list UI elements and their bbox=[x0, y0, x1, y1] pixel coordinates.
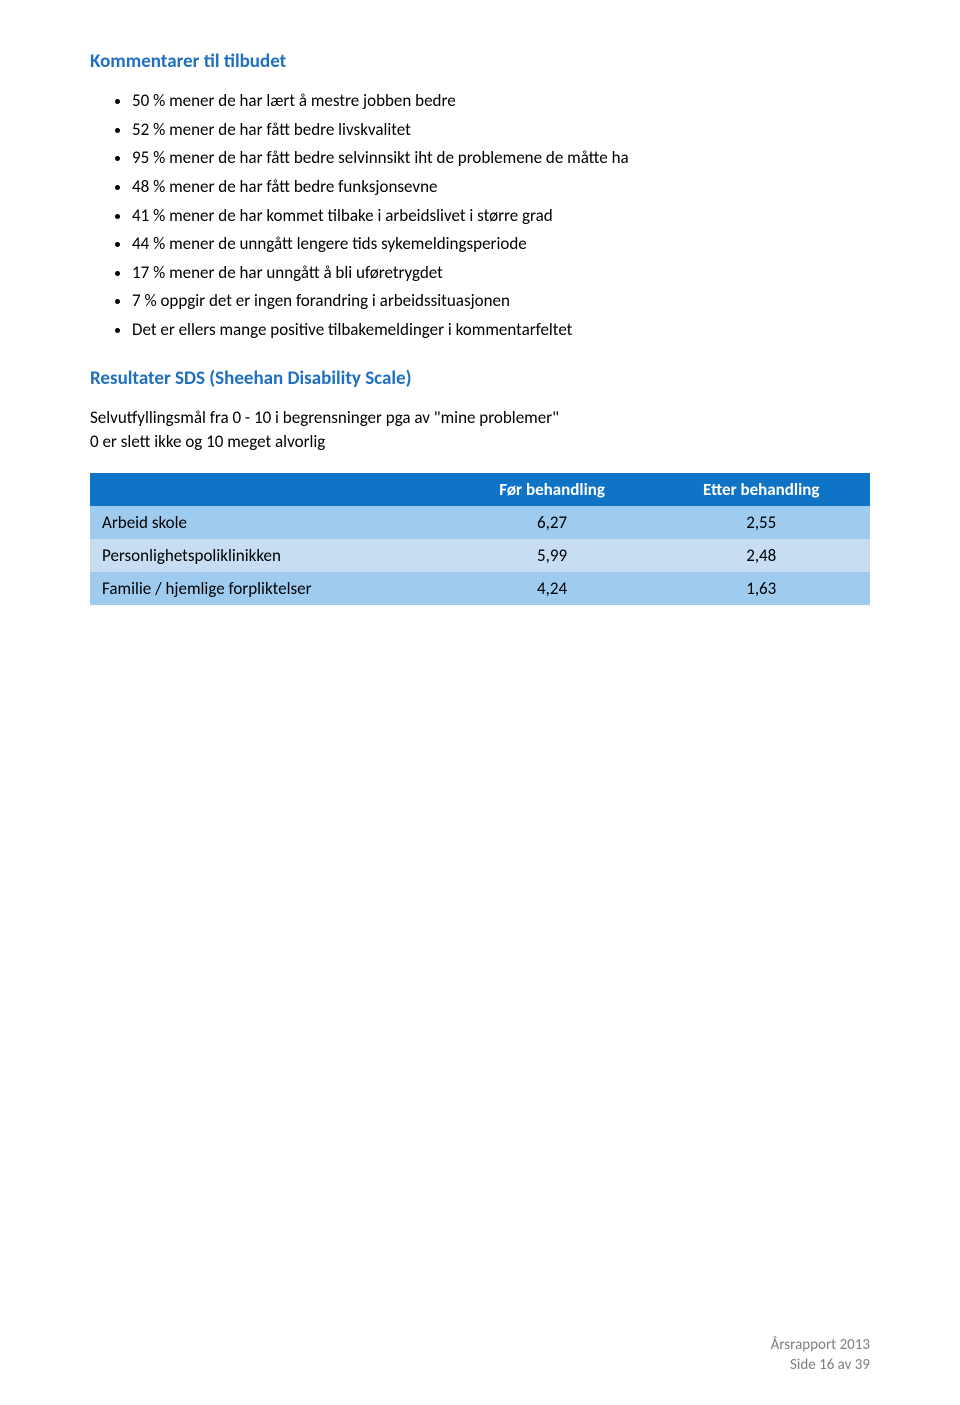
list-item: 17 % mener de har unngått å bli uføretry… bbox=[132, 261, 870, 286]
commentary-heading: Kommentarer til tilbudet bbox=[90, 50, 870, 73]
intro-line-2: 0 er slett ikke og 10 meget alvorlig bbox=[90, 431, 325, 452]
row-label: Familie / hjemlige forpliktelser bbox=[90, 572, 452, 605]
row-before: 6,27 bbox=[452, 506, 653, 539]
table-header-after: Etter behandling bbox=[653, 473, 871, 506]
list-item: 48 % mener de har fått bedre funksjonsev… bbox=[132, 175, 870, 200]
list-item: 50 % mener de har lært å mestre jobben b… bbox=[132, 89, 870, 114]
footer-page-number: Side 16 av 39 bbox=[771, 1355, 870, 1375]
row-before: 5,99 bbox=[452, 539, 653, 572]
results-intro: Selvutfyllingsmål fra 0 - 10 i begrensni… bbox=[90, 406, 870, 455]
row-label: Personlighetspoliklinikken bbox=[90, 539, 452, 572]
results-heading: Resultater SDS (Sheehan Disability Scale… bbox=[90, 367, 870, 390]
page-footer: Årsrapport 2013 Side 16 av 39 bbox=[771, 1335, 870, 1376]
table-row: Personlighetspoliklinikken 5,99 2,48 bbox=[90, 539, 870, 572]
list-item: 95 % mener de har fått bedre selvinnsikt… bbox=[132, 146, 870, 171]
table-row: Familie / hjemlige forpliktelser 4,24 1,… bbox=[90, 572, 870, 605]
sds-results-table: Før behandling Etter behandling Arbeid s… bbox=[90, 473, 870, 605]
footer-report-title: Årsrapport 2013 bbox=[771, 1335, 870, 1355]
intro-line-1: Selvutfyllingsmål fra 0 - 10 i begrensni… bbox=[90, 407, 559, 428]
list-item: Det er ellers mange positive tilbakemeld… bbox=[132, 318, 870, 343]
row-label: Arbeid skole bbox=[90, 506, 452, 539]
row-after: 2,55 bbox=[653, 506, 871, 539]
list-item: 41 % mener de har kommet tilbake i arbei… bbox=[132, 204, 870, 229]
list-item: 52 % mener de har fått bedre livskvalite… bbox=[132, 118, 870, 143]
row-after: 1,63 bbox=[653, 572, 871, 605]
row-after: 2,48 bbox=[653, 539, 871, 572]
table-row: Arbeid skole 6,27 2,55 bbox=[90, 506, 870, 539]
list-item: 44 % mener de unngått lengere tids sykem… bbox=[132, 232, 870, 257]
row-before: 4,24 bbox=[452, 572, 653, 605]
commentary-bullets: 50 % mener de har lært å mestre jobben b… bbox=[90, 89, 870, 343]
list-item: 7 % oppgir det er ingen forandring i arb… bbox=[132, 289, 870, 314]
table-header-before: Før behandling bbox=[452, 473, 653, 506]
table-header-blank bbox=[90, 473, 452, 506]
